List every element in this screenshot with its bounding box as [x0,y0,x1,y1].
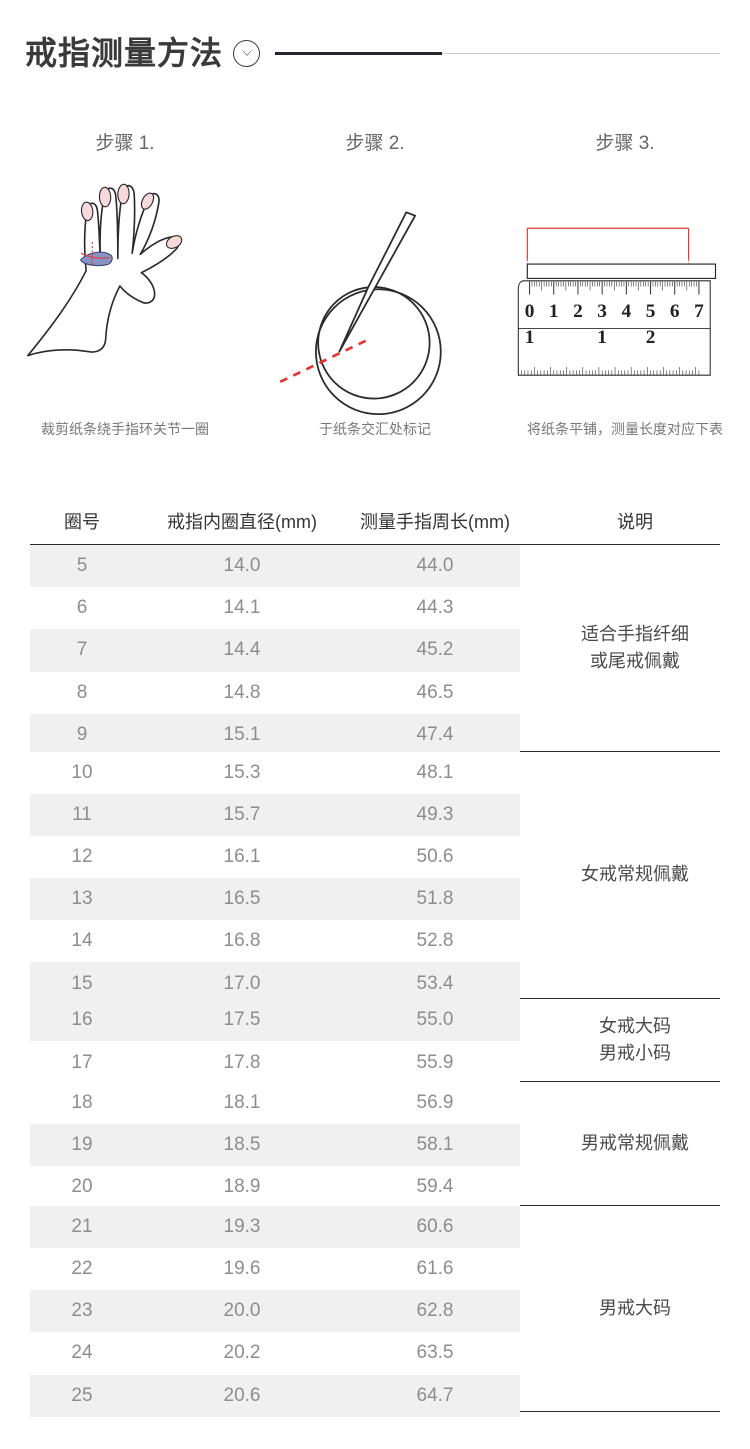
svg-text:1: 1 [525,327,535,348]
svg-text:2: 2 [573,301,583,322]
svg-text:0: 0 [525,301,535,322]
svg-text:1: 1 [549,301,559,322]
svg-text:7: 7 [694,301,704,322]
svg-text:1: 1 [597,327,607,348]
svg-text:3: 3 [597,301,607,322]
svg-text:6: 6 [670,301,680,322]
svg-text:5: 5 [646,301,656,322]
svg-text:2: 2 [646,327,656,348]
svg-text:4: 4 [622,301,632,322]
